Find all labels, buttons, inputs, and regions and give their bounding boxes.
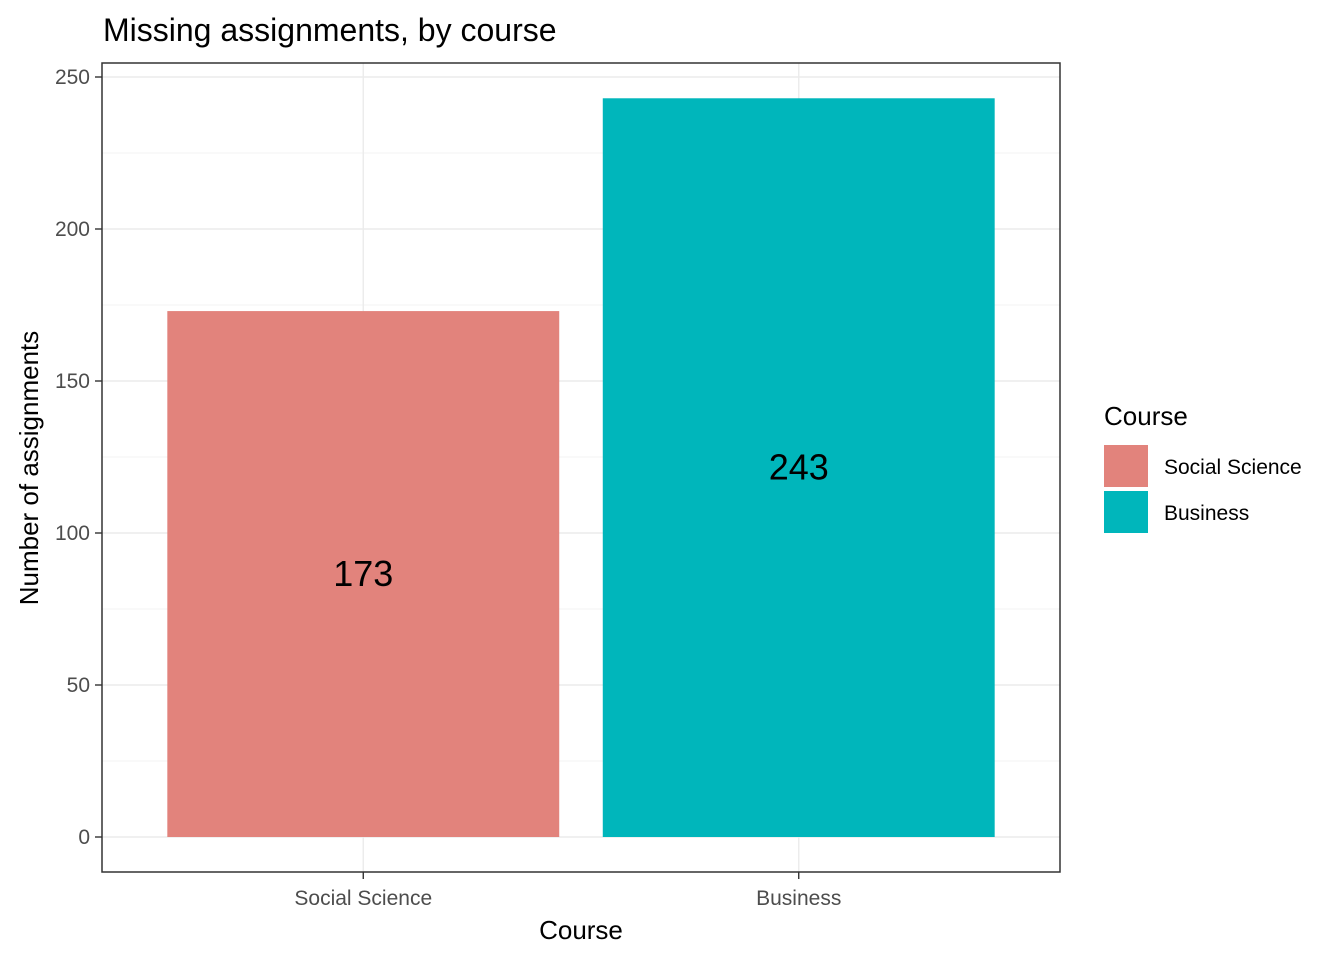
y-axis-title: Number of assignments <box>14 331 44 606</box>
bar-business <box>602 98 995 837</box>
bar-label-business: 243 <box>769 447 829 488</box>
x-tick-label: Business <box>756 887 841 910</box>
chart-title: Missing assignments, by course <box>103 12 557 48</box>
y-tick-label: 150 <box>55 370 90 393</box>
y-tick-label: 50 <box>67 674 90 697</box>
y-tick-label: 100 <box>55 522 90 545</box>
y-tick-label: 0 <box>78 826 90 849</box>
legend-swatch-business <box>1104 491 1148 533</box>
legend-label-social-science: Social Science <box>1164 456 1302 479</box>
bar-social-science <box>167 311 560 838</box>
x-axis-title: Course <box>539 915 623 945</box>
bars <box>167 98 995 838</box>
legend-title: Course <box>1104 401 1188 431</box>
panel-border <box>101 62 1061 873</box>
legend-swatch-social-science <box>1104 445 1148 487</box>
y-axis: 0 50 100 150 200 250 <box>55 66 102 849</box>
x-axis: Social Science Business <box>294 872 841 910</box>
bar-label-social-science: 173 <box>333 553 393 594</box>
legend: Course Social Science Business <box>1104 401 1302 533</box>
y-tick-label: 250 <box>55 66 90 89</box>
y-tick-label: 200 <box>55 218 90 241</box>
x-tick-label: Social Science <box>294 887 432 910</box>
legend-label-business: Business <box>1164 502 1249 525</box>
bar-labels: 173 243 <box>333 447 829 594</box>
